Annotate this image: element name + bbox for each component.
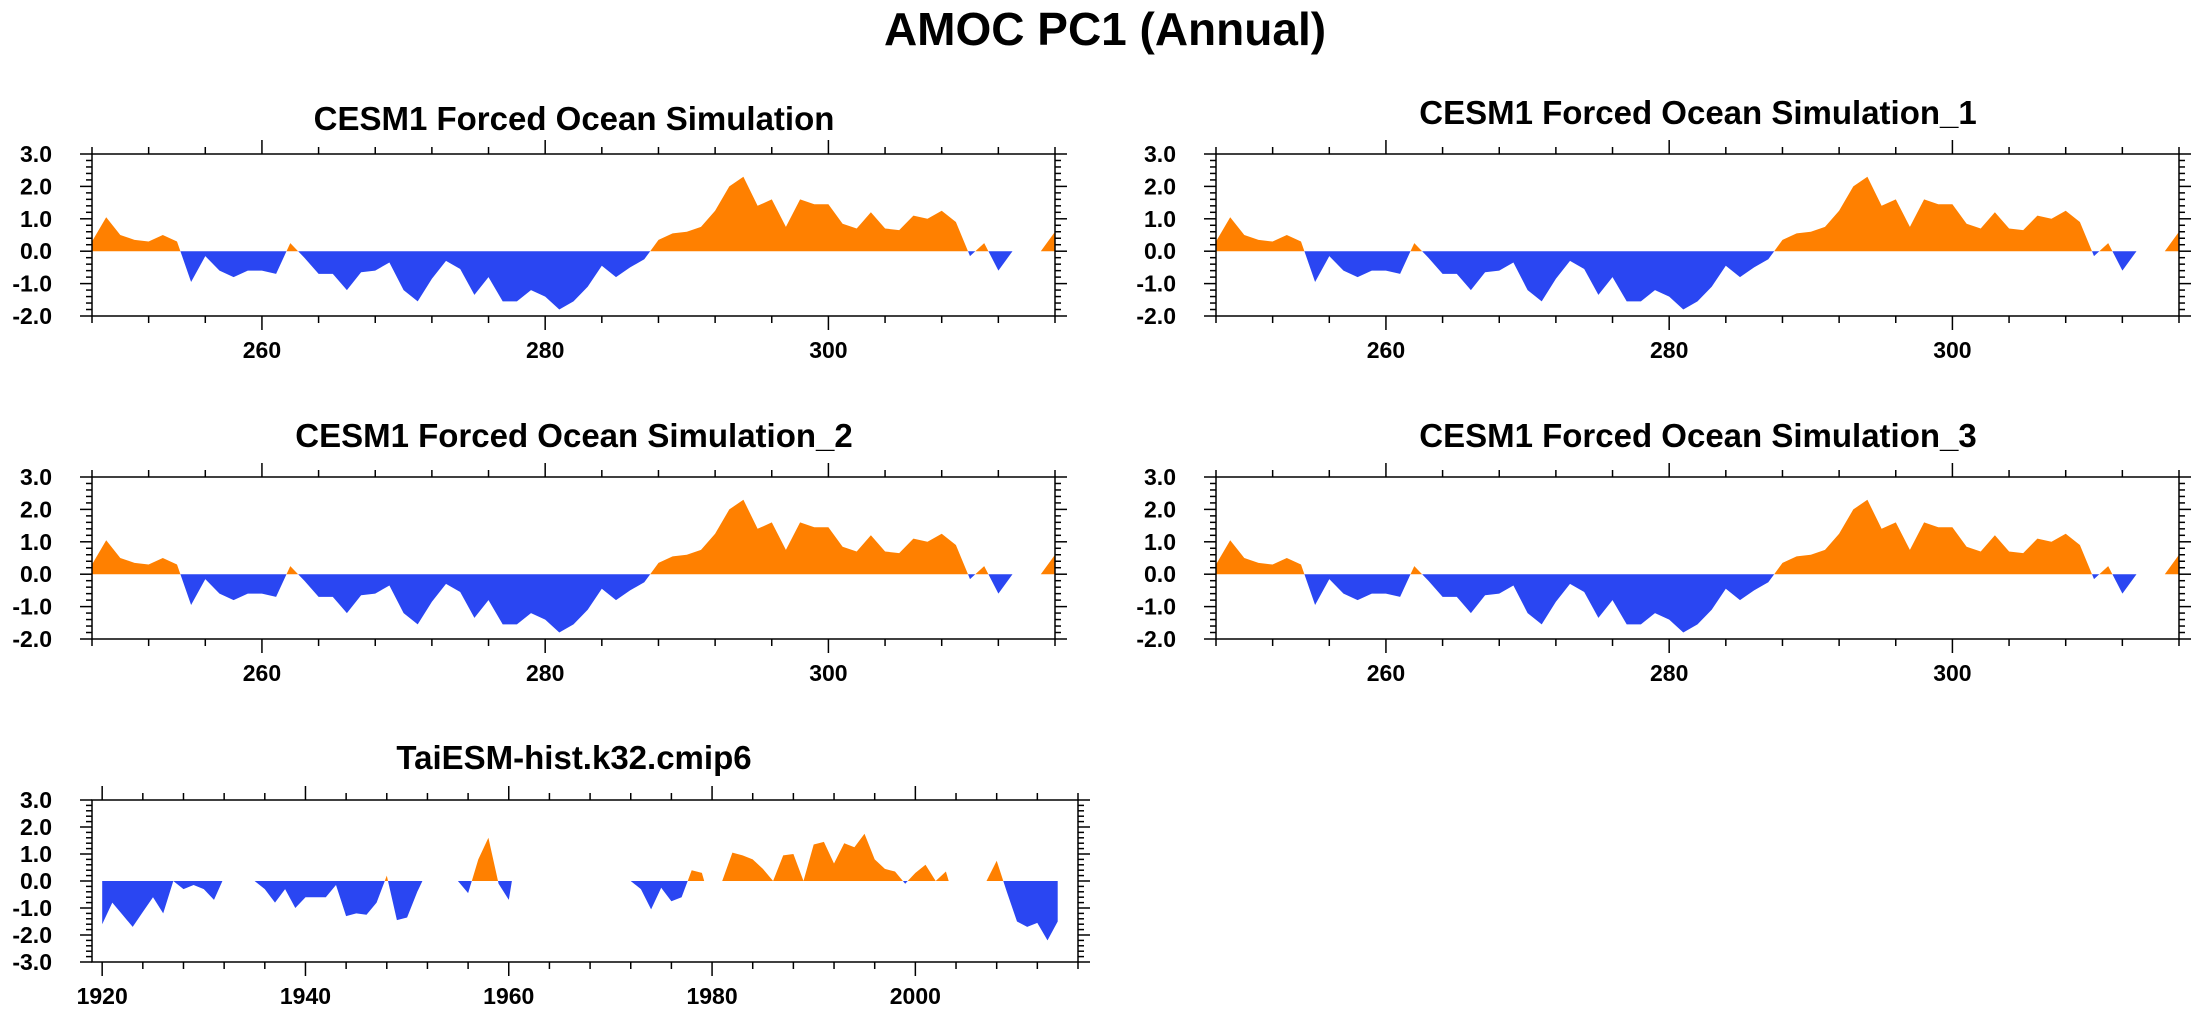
negative-area [1304, 574, 2165, 633]
y-tick-label: -2.0 [12, 922, 52, 948]
panel-title: CESM1 Forced Ocean Simulation_1 [1419, 94, 1977, 131]
y-tick-label: -3.0 [12, 949, 52, 975]
x-tick-label: 280 [526, 337, 564, 363]
y-tick-label: -1.0 [1136, 594, 1176, 620]
y-tick-label: 3.0 [1144, 141, 1176, 167]
x-tick-label: 280 [1650, 337, 1688, 363]
y-tick-label: -1.0 [12, 594, 52, 620]
panel-cesm1-3: CESM1 Forced Ocean Simulation_3 260 280 30… [1136, 417, 2191, 686]
y-tick-label: 2.0 [1144, 496, 1176, 522]
x-tick-label: 300 [809, 337, 847, 363]
y-tick-label: 1.0 [1144, 206, 1176, 232]
y-tick-label: -1.0 [12, 895, 52, 921]
y-tick-label: 1.0 [20, 841, 52, 867]
panel-cesm1: CESM1 Forced Ocean Simulation 260 280 300 3… [12, 100, 1067, 363]
y-tick-label: -2.0 [12, 303, 52, 329]
x-tick-label: 300 [1933, 337, 1971, 363]
x-tick-label: 300 [1933, 660, 1971, 686]
y-tick-label: 1.0 [20, 206, 52, 232]
plot-frame [1215, 153, 2180, 317]
panel-taiesm: TaiESM-hist.k32.cmip6 1920 1940 1960 1980 20… [12, 739, 1090, 1009]
negative-area [102, 881, 1058, 941]
y-tick-label: 0.0 [1144, 561, 1176, 587]
x-tick-label: 280 [526, 660, 564, 686]
y-tick-label: 0.0 [20, 868, 52, 894]
y-tick-label: 2.0 [20, 496, 52, 522]
panel-title: CESM1 Forced Ocean Simulation_3 [1419, 417, 1977, 454]
figure-title: AMOC PC1 (Annual) [884, 3, 1326, 55]
panel-title: CESM1 Forced Ocean Simulation [314, 100, 835, 137]
positive-area [92, 176, 1055, 252]
x-tick-label: 280 [1650, 660, 1688, 686]
plot-frame [91, 153, 1056, 317]
positive-area [384, 833, 1004, 881]
y-tick-label: 3.0 [20, 787, 52, 813]
x-tick-label: 1960 [483, 983, 534, 1009]
negative-area [1304, 251, 2165, 310]
y-tick-label: 1.0 [1144, 529, 1176, 555]
y-tick-label: 0.0 [1144, 238, 1176, 264]
positive-area [92, 499, 1055, 575]
y-tick-label: 0.0 [20, 238, 52, 264]
y-tick-label: -1.0 [12, 271, 52, 297]
x-tick-label: 260 [1367, 337, 1405, 363]
x-tick-label: 260 [243, 660, 281, 686]
y-tick-label: 3.0 [1144, 464, 1176, 490]
y-tick-label: -2.0 [1136, 626, 1176, 652]
panel-cesm1-1: CESM1 Forced Ocean Simulation_1 260 280 30… [1136, 94, 2191, 363]
y-tick-label: -2.0 [1136, 303, 1176, 329]
x-tick-label: 1980 [686, 983, 737, 1009]
y-tick-label: -1.0 [1136, 271, 1176, 297]
plot-frame [1215, 476, 2180, 640]
y-tick-label: 0.0 [20, 561, 52, 587]
y-tick-label: 2.0 [20, 814, 52, 840]
y-tick-label: 3.0 [20, 464, 52, 490]
y-tick-label: 3.0 [20, 141, 52, 167]
positive-area [1216, 176, 2179, 252]
negative-area [180, 251, 1041, 310]
negative-area [180, 574, 1041, 633]
y-tick-label: -2.0 [12, 626, 52, 652]
plot-frame [91, 476, 1056, 640]
x-tick-label: 300 [809, 660, 847, 686]
panel-title: TaiESM-hist.k32.cmip6 [396, 739, 751, 776]
panel-cesm1-2: CESM1 Forced Ocean Simulation_2 260 280 30… [12, 417, 1067, 686]
x-tick-label: 2000 [890, 983, 941, 1009]
positive-area [1216, 499, 2179, 575]
y-tick-label: 2.0 [20, 173, 52, 199]
y-tick-label: 2.0 [1144, 173, 1176, 199]
x-tick-label: 1920 [77, 983, 128, 1009]
y-tick-label: 1.0 [20, 529, 52, 555]
panel-title: CESM1 Forced Ocean Simulation_2 [295, 417, 853, 454]
x-tick-label: 260 [243, 337, 281, 363]
x-tick-label: 260 [1367, 660, 1405, 686]
x-tick-label: 1940 [280, 983, 331, 1009]
